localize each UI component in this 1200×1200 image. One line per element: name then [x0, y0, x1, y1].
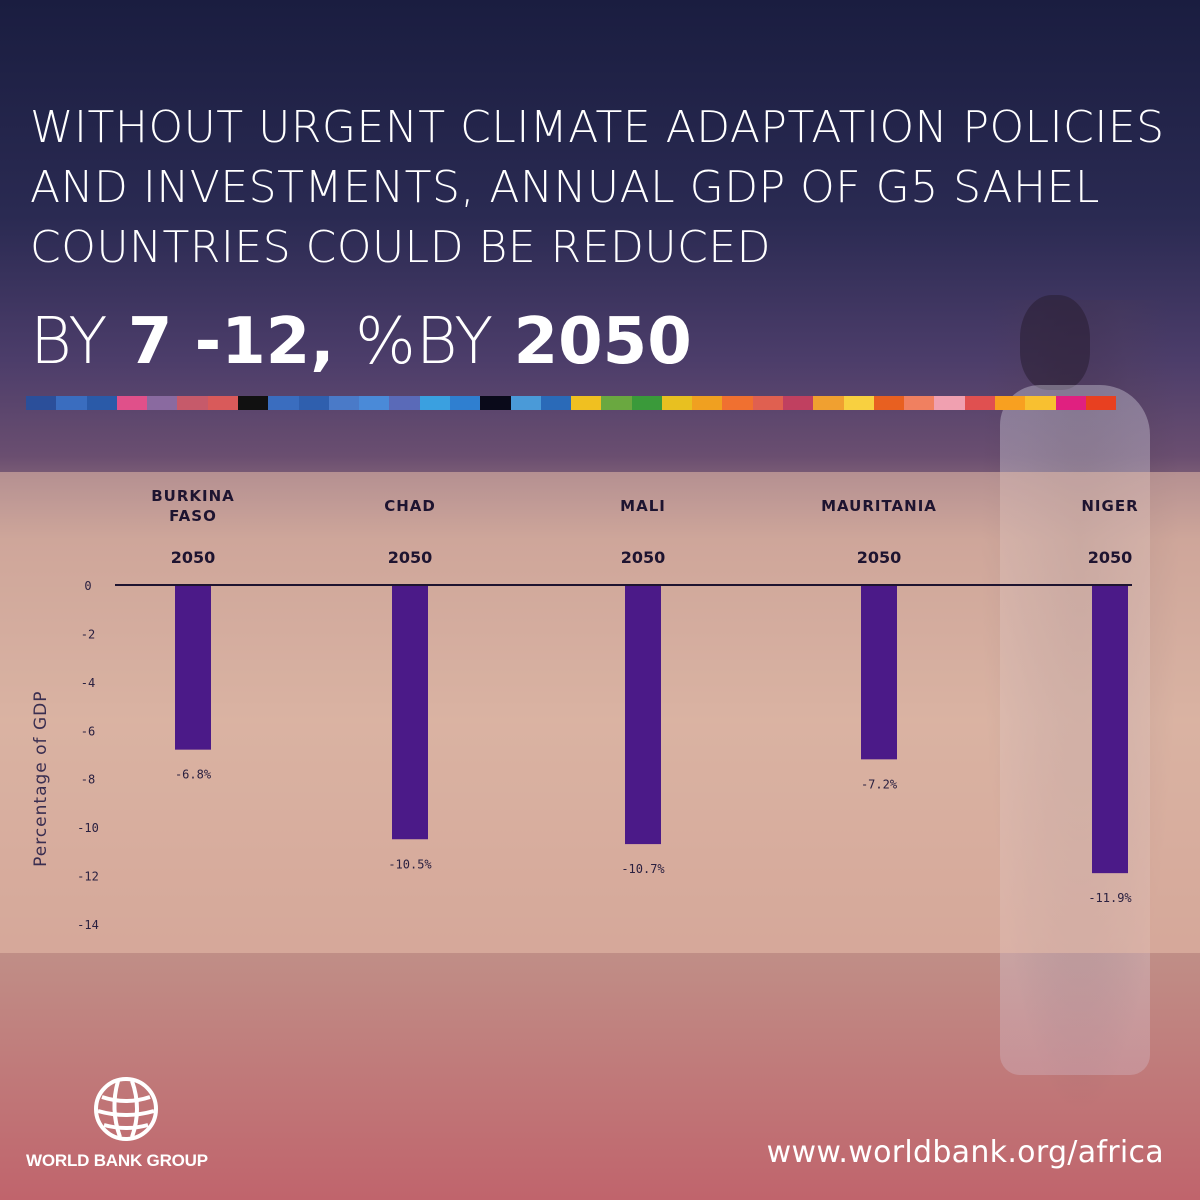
strip-segment — [177, 396, 208, 410]
strip-segment — [298, 396, 329, 410]
strip-segment — [480, 396, 511, 410]
strip-segment — [571, 396, 602, 410]
strip-segment — [995, 396, 1026, 410]
strip-segment — [1055, 396, 1086, 410]
year-label: 2050 — [1088, 548, 1133, 567]
y-tick-label: -8 — [81, 773, 95, 787]
strip-segment — [873, 396, 905, 410]
strip-segment — [116, 396, 148, 410]
stat-prefix: BY — [30, 305, 108, 379]
value-label: -6.8% — [175, 768, 212, 782]
y-axis-label: Percentage of GDP — [31, 691, 51, 867]
strip-segment — [1025, 396, 1056, 410]
category-label: CHAD — [384, 497, 436, 515]
value-label: -11.9% — [1088, 891, 1132, 905]
y-tick-label: -14 — [77, 918, 99, 932]
value-label: -7.2% — [861, 777, 898, 791]
category-label: MALI — [620, 497, 666, 515]
year-label: 2050 — [171, 548, 216, 567]
y-tick-label: -6 — [81, 724, 95, 738]
footer-url[interactable]: www.worldbank.org/africa — [766, 1135, 1164, 1170]
year-label: 2050 — [388, 548, 433, 567]
bar — [392, 586, 428, 840]
strip-segment — [26, 396, 57, 410]
strip-segment — [752, 396, 784, 410]
strip-segment — [964, 396, 995, 410]
stat-line: BY 7 -12, %BY 2050 — [30, 302, 692, 382]
stat-range: 7 -12, — [127, 305, 335, 379]
strip-segment — [56, 396, 87, 410]
year-label: 2050 — [621, 548, 666, 567]
stat-by: BY — [415, 305, 494, 379]
strip-segment — [359, 396, 390, 410]
strip-segment — [661, 396, 693, 410]
bar — [625, 586, 661, 845]
strip-segment — [1085, 396, 1117, 410]
strip-segment — [207, 396, 238, 410]
strip-segment — [783, 396, 814, 410]
strip-segment — [237, 396, 269, 410]
y-tick-label: -10 — [77, 821, 99, 835]
category-label: MAURITANIA — [821, 497, 937, 515]
strip-segment — [843, 396, 874, 410]
strip-segment — [540, 396, 572, 410]
strip-segment — [268, 396, 299, 410]
strip-segment — [934, 396, 965, 410]
bar — [175, 586, 211, 750]
strip-segment — [389, 396, 420, 410]
value-label: -10.5% — [388, 857, 432, 871]
stat-unit: % — [354, 305, 416, 379]
value-label: -10.7% — [621, 862, 665, 876]
strip-segment — [328, 396, 360, 410]
category-label: FASO — [169, 507, 217, 525]
y-tick-label: -12 — [77, 870, 99, 884]
category-label: NIGER — [1081, 497, 1138, 515]
org-name: WORLD BANK GROUP — [26, 1151, 208, 1170]
y-tick-label: -2 — [81, 627, 95, 641]
strip-segment — [904, 396, 935, 410]
strip-segment — [601, 396, 632, 410]
year-label: 2050 — [857, 548, 902, 567]
strip-segment — [722, 396, 753, 410]
chart-panel: 0 -2 -4 -6 -8 -10 -12 -14 Percentage of GDP BURKI… — [0, 472, 1200, 953]
category-label: BURKINA — [151, 487, 235, 505]
y-tick-label: -4 — [81, 676, 95, 690]
stat-year: 2050 — [513, 305, 692, 379]
strip-segment — [86, 396, 117, 410]
strip-segment — [419, 396, 450, 410]
strip-segment — [813, 396, 844, 410]
headline: WITHOUT URGENT CLIMATE ADAPTATION POLICI… — [30, 102, 1165, 273]
bar — [1092, 586, 1128, 874]
gdp-bar-chart: 0 -2 -4 -6 -8 -10 -12 -14 Percentage of GDP BURKI… — [31, 487, 1138, 932]
strip-segment — [631, 396, 662, 410]
globe-icon — [94, 1077, 158, 1141]
color-strip — [26, 396, 1117, 410]
background-figure-head — [1020, 295, 1090, 390]
world-bank-logo: WORLD BANK GROUP — [26, 1075, 236, 1175]
strip-segment — [510, 396, 541, 410]
y-tick-label: 0 — [84, 579, 91, 593]
strip-segment — [449, 396, 481, 410]
bar — [861, 586, 897, 760]
strip-segment — [147, 396, 178, 410]
strip-segment — [692, 396, 723, 410]
